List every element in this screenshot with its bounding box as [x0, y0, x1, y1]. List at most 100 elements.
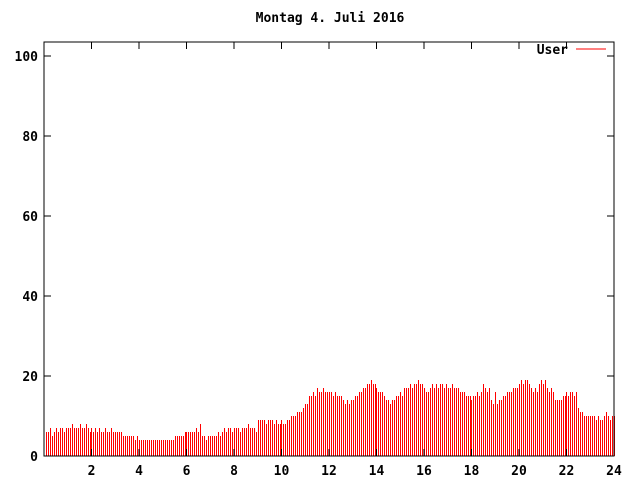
data-bar [422, 384, 423, 456]
data-bar [509, 392, 510, 456]
data-bar [177, 436, 178, 456]
data-bar [74, 428, 75, 456]
data-bar [147, 440, 148, 456]
data-bar [378, 392, 379, 456]
data-bar [499, 400, 500, 456]
data-bar [56, 428, 57, 456]
data-bar [76, 428, 77, 456]
data-bar [254, 428, 255, 456]
data-bar [78, 428, 79, 456]
data-bar [48, 432, 49, 456]
legend-label: User [537, 43, 568, 58]
data-bar [535, 388, 536, 456]
data-bar [566, 392, 567, 456]
data-bar [475, 396, 476, 456]
data-bar [557, 400, 558, 456]
data-bar [109, 432, 110, 456]
data-bar [442, 384, 443, 456]
data-bar [242, 428, 243, 456]
x-tick-label: 2 [88, 464, 96, 479]
data-bar [563, 396, 564, 456]
data-bar [151, 440, 152, 456]
data-bar [204, 436, 205, 456]
data-bar [248, 424, 249, 456]
data-bar [274, 424, 275, 456]
data-bar [460, 392, 461, 456]
data-bar [582, 412, 583, 456]
data-bar [103, 432, 104, 456]
data-bar [268, 420, 269, 456]
data-bar [121, 432, 122, 456]
data-bar [402, 396, 403, 456]
data-bar [414, 384, 415, 456]
data-bar [171, 440, 172, 456]
data-bar [299, 412, 300, 456]
data-bar [256, 432, 257, 456]
data-bar [281, 420, 282, 456]
x-tick-label: 24 [606, 464, 622, 479]
data-bar [70, 428, 71, 456]
data-bar [559, 400, 560, 456]
data-bar [456, 388, 457, 456]
data-bar [371, 380, 372, 456]
data-bar [236, 428, 237, 456]
data-bar [123, 436, 124, 456]
data-bar [72, 424, 73, 456]
data-bar [390, 404, 391, 456]
data-bar [169, 440, 170, 456]
data-bar [264, 420, 265, 456]
x-tick-label: 10 [274, 464, 290, 479]
data-bar [232, 432, 233, 456]
data-bar [513, 388, 514, 456]
data-bar [97, 432, 98, 456]
x-tick-label: 20 [511, 464, 527, 479]
data-bar [521, 380, 522, 456]
data-bar [84, 428, 85, 456]
data-bar [198, 432, 199, 456]
data-bar [473, 396, 474, 456]
data-bar [117, 432, 118, 456]
data-bar [545, 380, 546, 456]
data-bar [434, 388, 435, 456]
data-bar [355, 396, 356, 456]
data-bar [80, 424, 81, 456]
data-bar [58, 432, 59, 456]
data-bar [341, 396, 342, 456]
data-bar [505, 396, 506, 456]
data-bar [46, 432, 47, 456]
data-bar [572, 392, 573, 456]
data-bar [301, 412, 302, 456]
x-tick-label: 16 [416, 464, 432, 479]
data-bar [50, 428, 51, 456]
data-bar [343, 400, 344, 456]
y-tick-label: 60 [22, 210, 38, 225]
data-bar [394, 400, 395, 456]
data-bar [541, 380, 542, 456]
data-bar [450, 388, 451, 456]
data-bar [252, 428, 253, 456]
data-bar [329, 392, 330, 456]
data-bar [359, 392, 360, 456]
data-bar [210, 436, 211, 456]
data-bar [361, 392, 362, 456]
data-bar [400, 392, 401, 456]
data-bar [135, 440, 136, 456]
data-bar [297, 412, 298, 456]
data-bar [531, 388, 532, 456]
x-tick-label: 18 [464, 464, 480, 479]
data-bar [226, 432, 227, 456]
data-bar [315, 396, 316, 456]
data-bar [192, 432, 193, 456]
data-bar [82, 428, 83, 456]
data-bar [64, 432, 65, 456]
data-bar [270, 420, 271, 456]
data-bar [386, 400, 387, 456]
x-tick-label: 22 [559, 464, 575, 479]
data-bar [574, 396, 575, 456]
data-bars [46, 380, 615, 456]
data-bar [489, 388, 490, 456]
data-bar [503, 396, 504, 456]
data-bar [438, 388, 439, 456]
data-bar [325, 392, 326, 456]
data-bar [549, 392, 550, 456]
